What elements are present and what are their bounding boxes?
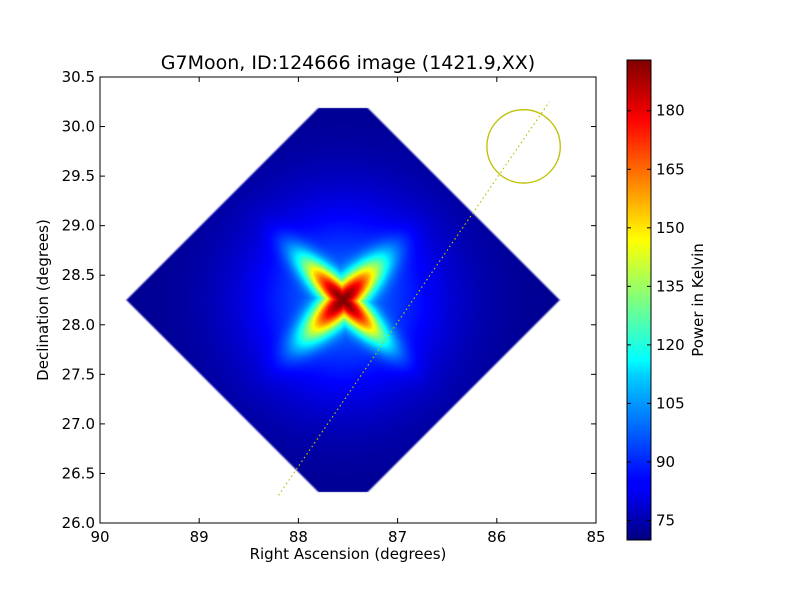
y-tick-label: 26.5 xyxy=(62,464,95,482)
colorbar-tick-label: 105 xyxy=(656,394,685,412)
axes-frame xyxy=(99,76,597,524)
chart-title: G7Moon, ID:124666 image (1421.9,XX) xyxy=(161,52,535,74)
plot-area xyxy=(100,77,596,523)
x-tick-label: 86 xyxy=(487,528,506,546)
colorbar-tick-label: 135 xyxy=(656,277,685,295)
colorbar-label: Power in Kelvin xyxy=(689,243,707,357)
y-tick-label: 28.5 xyxy=(62,266,95,284)
x-axis-label: Right Ascension (degrees) xyxy=(250,545,447,563)
colorbar-tick-label: 75 xyxy=(656,511,675,529)
y-tick-label: 26.0 xyxy=(62,514,95,532)
x-tick-label: 87 xyxy=(388,528,407,546)
y-tick-label: 30.0 xyxy=(62,118,95,136)
y-tick-label: 28.0 xyxy=(62,316,95,334)
y-tick-label: 29.0 xyxy=(62,217,95,235)
colorbar xyxy=(626,59,652,541)
x-tick-label: 88 xyxy=(289,528,308,546)
x-tick-label: 90 xyxy=(90,528,109,546)
heatmap-image xyxy=(100,77,596,523)
y-tick-label: 29.5 xyxy=(62,167,95,185)
colorbar-tick-label: 165 xyxy=(656,160,685,178)
y-tick-label: 27.0 xyxy=(62,415,95,433)
x-axis: 90 89 88 87 86 85 xyxy=(90,77,606,546)
colorbar-tick-label: 150 xyxy=(656,219,685,237)
colorbar-tick-label: 120 xyxy=(656,336,685,354)
y-tick-label: 30.5 xyxy=(62,68,95,86)
scan-line xyxy=(278,101,550,496)
y-axis: 26.0 26.5 27.0 27.5 28.0 28.5 29.0 29.5 30.0 30.5 xyxy=(62,68,596,532)
beam-circle xyxy=(486,109,561,184)
y-axis-label: Declination (degrees) xyxy=(34,219,52,381)
x-tick-label: 89 xyxy=(190,528,209,546)
x-tick-label: 85 xyxy=(586,528,605,546)
colorbar-tick-label: 90 xyxy=(656,453,675,471)
colorbar-axis: 75 90 105 120 135 150 165 180 xyxy=(627,102,685,529)
y-tick-label: 27.5 xyxy=(62,365,95,383)
colorbar-tick-label: 180 xyxy=(656,102,685,120)
